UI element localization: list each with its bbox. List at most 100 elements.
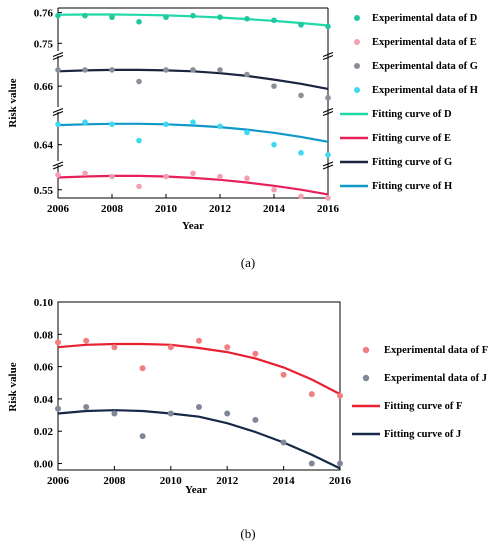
legend-marker [362,346,370,354]
y-tick-label: 0.66 [34,81,54,93]
data-point-experimental-data-of-e [271,186,277,193]
panel-label: (a) [241,255,255,270]
data-point-experimental-data-of-e [298,193,304,200]
y-tick-label: 0.55 [34,185,54,197]
x-axis-label: Year [182,220,204,232]
y-tick-label: 0.02 [34,426,54,438]
data-point-experimental-data-of-f [55,339,61,346]
series-line-fitting-curve-of-j [57,409,341,470]
data-point-experimental-data-of-j [167,410,174,417]
x-tick-label: 2008 [101,203,124,215]
axis-break-mark-left-3 [52,51,64,61]
data-point-experimental-data-of-f [111,344,118,351]
legend-marker [354,15,360,21]
data-point-experimental-data-of-g [271,83,277,89]
data-point-experimental-data-of-j [280,439,287,446]
legend-label: Experimental data of D [372,13,478,24]
data-point-experimental-data-of-g [190,67,196,73]
legend-label: Fitting curve of F [384,401,462,412]
y-tick-label: 0.08 [34,329,54,341]
legend-label: Fitting curve of E [372,133,451,144]
data-point-experimental-data-of-j [224,410,231,417]
y-tick-label: 0.76 [34,8,54,20]
y-tick-label: 0.00 [34,459,54,471]
data-point-experimental-data-of-f [252,350,259,357]
data-point-experimental-data-of-d [298,22,304,28]
data-point-experimental-data-of-h [109,121,115,128]
data-point-experimental-data-of-f [83,337,90,344]
series-line-fitting-curve-of-e [57,174,329,196]
legend-marker [354,63,360,69]
data-point-experimental-data-of-h [298,150,304,156]
y-tick-label: 0.64 [34,140,54,152]
legend-marker [362,374,370,382]
data-point-experimental-data-of-g [82,67,88,73]
data-point-experimental-data-of-g [109,67,115,73]
data-point-experimental-data-of-h [190,119,196,126]
chart-panel-a: 0.55 0.64 0.66 0.75 0.76 2006 2008 2010 2012 2014… [7,7,478,270]
legend-label: Fitting curve of G [372,157,452,168]
y-tick-label: 0.06 [34,362,54,374]
axis-break-mark-right-2 [322,107,334,117]
legend-label: Experimental data of F [384,345,488,356]
data-point-experimental-data-of-f [167,344,174,351]
data-point-experimental-data-of-h [82,119,88,126]
legend-marker [354,87,360,93]
y-tick-label: 0.75 [34,38,54,50]
data-point-experimental-data-of-j [111,410,118,417]
legend-label: Fitting curve of H [372,181,452,192]
data-point-experimental-data-of-g [163,67,169,73]
data-point-experimental-data-of-d [163,14,169,21]
data-point-experimental-data-of-g [136,78,142,85]
data-point-experimental-data-of-d [271,17,277,24]
axis-break-mark-right-1 [322,161,334,170]
data-point-experimental-data-of-e [136,183,142,190]
data-point-experimental-data-of-d [325,23,331,30]
data-point-experimental-data-of-h [325,152,331,158]
data-point-experimental-data-of-h [163,121,169,128]
legend-label: Fitting curve of D [372,109,452,120]
series-line-fitting-curve-of-h [57,122,329,143]
data-point-experimental-data-of-e [163,173,169,180]
data-point-experimental-data-of-g [55,67,61,73]
data-point-experimental-data-of-f [196,337,202,344]
x-tick-label: 2010 [160,475,183,487]
data-point-experimental-data-of-h [55,121,61,128]
axis-break-mark-left-2 [52,107,64,117]
x-tick-label: 2014 [263,203,286,215]
x-tick-label: 2016 [329,475,352,487]
data-point-experimental-data-of-j [55,405,61,412]
x-tick-label: 2014 [273,475,296,487]
data-point-experimental-data-of-j [337,460,343,467]
axis-break-mark-left-1 [52,161,64,170]
axis-break-mark-right-3 [322,51,334,61]
x-tick-label: 2010 [155,203,178,215]
data-point-experimental-data-of-j [83,404,90,410]
data-point-experimental-data-of-e [325,195,331,201]
data-point-experimental-data-of-g [217,67,223,73]
data-point-experimental-data-of-f [308,391,315,398]
data-point-experimental-data-of-h [136,137,142,144]
data-point-experimental-data-of-g [244,71,250,78]
data-point-experimental-data-of-e [217,173,223,180]
y-tick-label: 0.10 [34,297,54,309]
x-tick-label: 2012 [209,203,232,215]
data-point-experimental-data-of-g [325,94,331,101]
data-point-experimental-data-of-e [55,172,61,178]
panel-label: (b) [240,526,255,541]
data-point-experimental-data-of-e [244,175,250,181]
y-axis-label: Risk value [7,78,19,127]
x-tick-label: 2016 [317,203,340,215]
data-point-experimental-data-of-f [337,392,343,399]
data-point-experimental-data-of-j [196,404,202,410]
data-point-experimental-data-of-d [190,12,196,19]
data-point-experimental-data-of-d [217,14,223,21]
data-point-experimental-data-of-j [139,433,146,440]
x-tick-label: 2006 [47,203,70,215]
x-tick-label: 2006 [47,475,70,487]
chart-panel-b: 0.00 0.02 0.04 0.06 0.08 0.10 2006 2008 2010 2012… [7,297,488,541]
data-point-experimental-data-of-e [109,173,115,180]
data-point-experimental-data-of-e [82,170,88,177]
y-tick-label: 0.04 [34,394,54,406]
